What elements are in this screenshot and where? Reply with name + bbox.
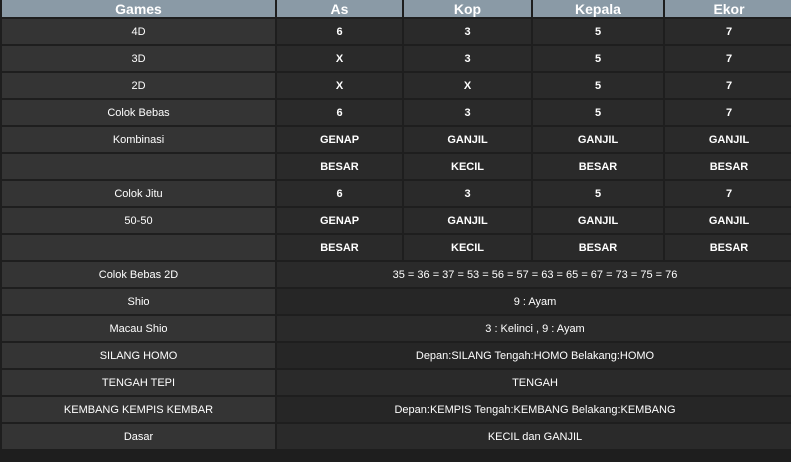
cell-as: BESAR bbox=[277, 235, 402, 260]
table-row: Kombinasi GENAP GANJIL GANJIL GANJIL bbox=[2, 127, 791, 152]
cell-kop: 3 bbox=[404, 181, 531, 206]
row-label: Kombinasi bbox=[2, 127, 275, 152]
row-label: Dasar bbox=[2, 424, 275, 449]
cell-as: 6 bbox=[277, 181, 402, 206]
cell-kepala: 5 bbox=[533, 19, 663, 44]
cell-as: 6 bbox=[277, 100, 402, 125]
cell-as: X bbox=[277, 73, 402, 98]
row-label: 2D bbox=[2, 73, 275, 98]
cell-kepala: GANJIL bbox=[533, 208, 663, 233]
header-as: As bbox=[277, 0, 402, 17]
cell-kop: GANJIL bbox=[404, 127, 531, 152]
cell-kepala: BESAR bbox=[533, 235, 663, 260]
cell-as: GENAP bbox=[277, 208, 402, 233]
row-label: Colok Bebas 2D bbox=[2, 262, 275, 287]
table-row: TENGAH TEPI TENGAH bbox=[2, 370, 791, 395]
cell-kop: X bbox=[404, 73, 531, 98]
cell-kop: 3 bbox=[404, 19, 531, 44]
cell-kop: KECIL bbox=[404, 154, 531, 179]
table-row: Colok Jitu 6 3 5 7 bbox=[2, 181, 791, 206]
header-games: Games bbox=[2, 0, 275, 17]
header-kop: Kop bbox=[404, 0, 531, 17]
row-value: 9 : Ayam bbox=[277, 289, 791, 314]
row-value: Depan:SILANG Tengah:HOMO Belakang:HOMO bbox=[277, 343, 791, 368]
cell-ekor: BESAR bbox=[665, 235, 791, 260]
cell-kop: 3 bbox=[404, 100, 531, 125]
cell-kepala: 5 bbox=[533, 181, 663, 206]
cell-kop: GANJIL bbox=[404, 208, 531, 233]
row-label: TENGAH TEPI bbox=[2, 370, 275, 395]
cell-kepala: 5 bbox=[533, 46, 663, 71]
row-value: 35 = 36 = 37 = 53 = 56 = 57 = 63 = 65 = … bbox=[277, 262, 791, 287]
row-label: Macau Shio bbox=[2, 316, 275, 341]
table-row: KEMBANG KEMPIS KEMBAR Depan:KEMPIS Tenga… bbox=[2, 397, 791, 422]
row-value: TENGAH bbox=[277, 370, 791, 395]
cell-kepala: GANJIL bbox=[533, 127, 663, 152]
table-row: BESAR KECIL BESAR BESAR bbox=[2, 154, 791, 179]
cell-kepala: 5 bbox=[533, 100, 663, 125]
row-value: Depan:KEMPIS Tengah:KEMBANG Belakang:KEM… bbox=[277, 397, 791, 422]
cell-kop: 3 bbox=[404, 46, 531, 71]
table-row: 2D X X 5 7 bbox=[2, 73, 791, 98]
row-label: SILANG HOMO bbox=[2, 343, 275, 368]
cell-ekor: 7 bbox=[665, 100, 791, 125]
row-value: 3 : Kelinci , 9 : Ayam bbox=[277, 316, 791, 341]
cell-as: BESAR bbox=[277, 154, 402, 179]
row-label: 4D bbox=[2, 19, 275, 44]
header-kepala: Kepala bbox=[533, 0, 663, 17]
table-row: Dasar KECIL dan GANJIL bbox=[2, 424, 791, 449]
cell-as: GENAP bbox=[277, 127, 402, 152]
table-row: SILANG HOMO Depan:SILANG Tengah:HOMO Bel… bbox=[2, 343, 791, 368]
table-row: 3D X 3 5 7 bbox=[2, 46, 791, 71]
cell-ekor: GANJIL bbox=[665, 127, 791, 152]
cell-kepala: BESAR bbox=[533, 154, 663, 179]
cell-kop: KECIL bbox=[404, 235, 531, 260]
row-label: 3D bbox=[2, 46, 275, 71]
table-row: Colok Bebas 6 3 5 7 bbox=[2, 100, 791, 125]
header-ekor: Ekor bbox=[665, 0, 791, 17]
row-label: KEMBANG KEMPIS KEMBAR bbox=[2, 397, 275, 422]
row-label: 50-50 bbox=[2, 208, 275, 233]
row-label: Colok Bebas bbox=[2, 100, 275, 125]
cell-ekor: 7 bbox=[665, 181, 791, 206]
table-row: 50-50 GENAP GANJIL GANJIL GANJIL bbox=[2, 208, 791, 233]
cell-ekor: BESAR bbox=[665, 154, 791, 179]
cell-as: 6 bbox=[277, 19, 402, 44]
row-label bbox=[2, 154, 275, 179]
row-value: KECIL dan GANJIL bbox=[277, 424, 791, 449]
results-table: Games As Kop Kepala Ekor 4D 6 3 5 7 3D X… bbox=[2, 0, 791, 449]
table-row: BESAR KECIL BESAR BESAR bbox=[2, 235, 791, 260]
cell-ekor: 7 bbox=[665, 73, 791, 98]
row-label: Shio bbox=[2, 289, 275, 314]
table-row: Shio 9 : Ayam bbox=[2, 289, 791, 314]
row-label: Colok Jitu bbox=[2, 181, 275, 206]
table-row: Colok Bebas 2D 35 = 36 = 37 = 53 = 56 = … bbox=[2, 262, 791, 287]
cell-kepala: 5 bbox=[533, 73, 663, 98]
cell-ekor: 7 bbox=[665, 19, 791, 44]
header-row: Games As Kop Kepala Ekor bbox=[2, 0, 791, 17]
table-row: 4D 6 3 5 7 bbox=[2, 19, 791, 44]
row-label bbox=[2, 235, 275, 260]
cell-ekor: 7 bbox=[665, 46, 791, 71]
cell-as: X bbox=[277, 46, 402, 71]
cell-ekor: GANJIL bbox=[665, 208, 791, 233]
table-row: Macau Shio 3 : Kelinci , 9 : Ayam bbox=[2, 316, 791, 341]
